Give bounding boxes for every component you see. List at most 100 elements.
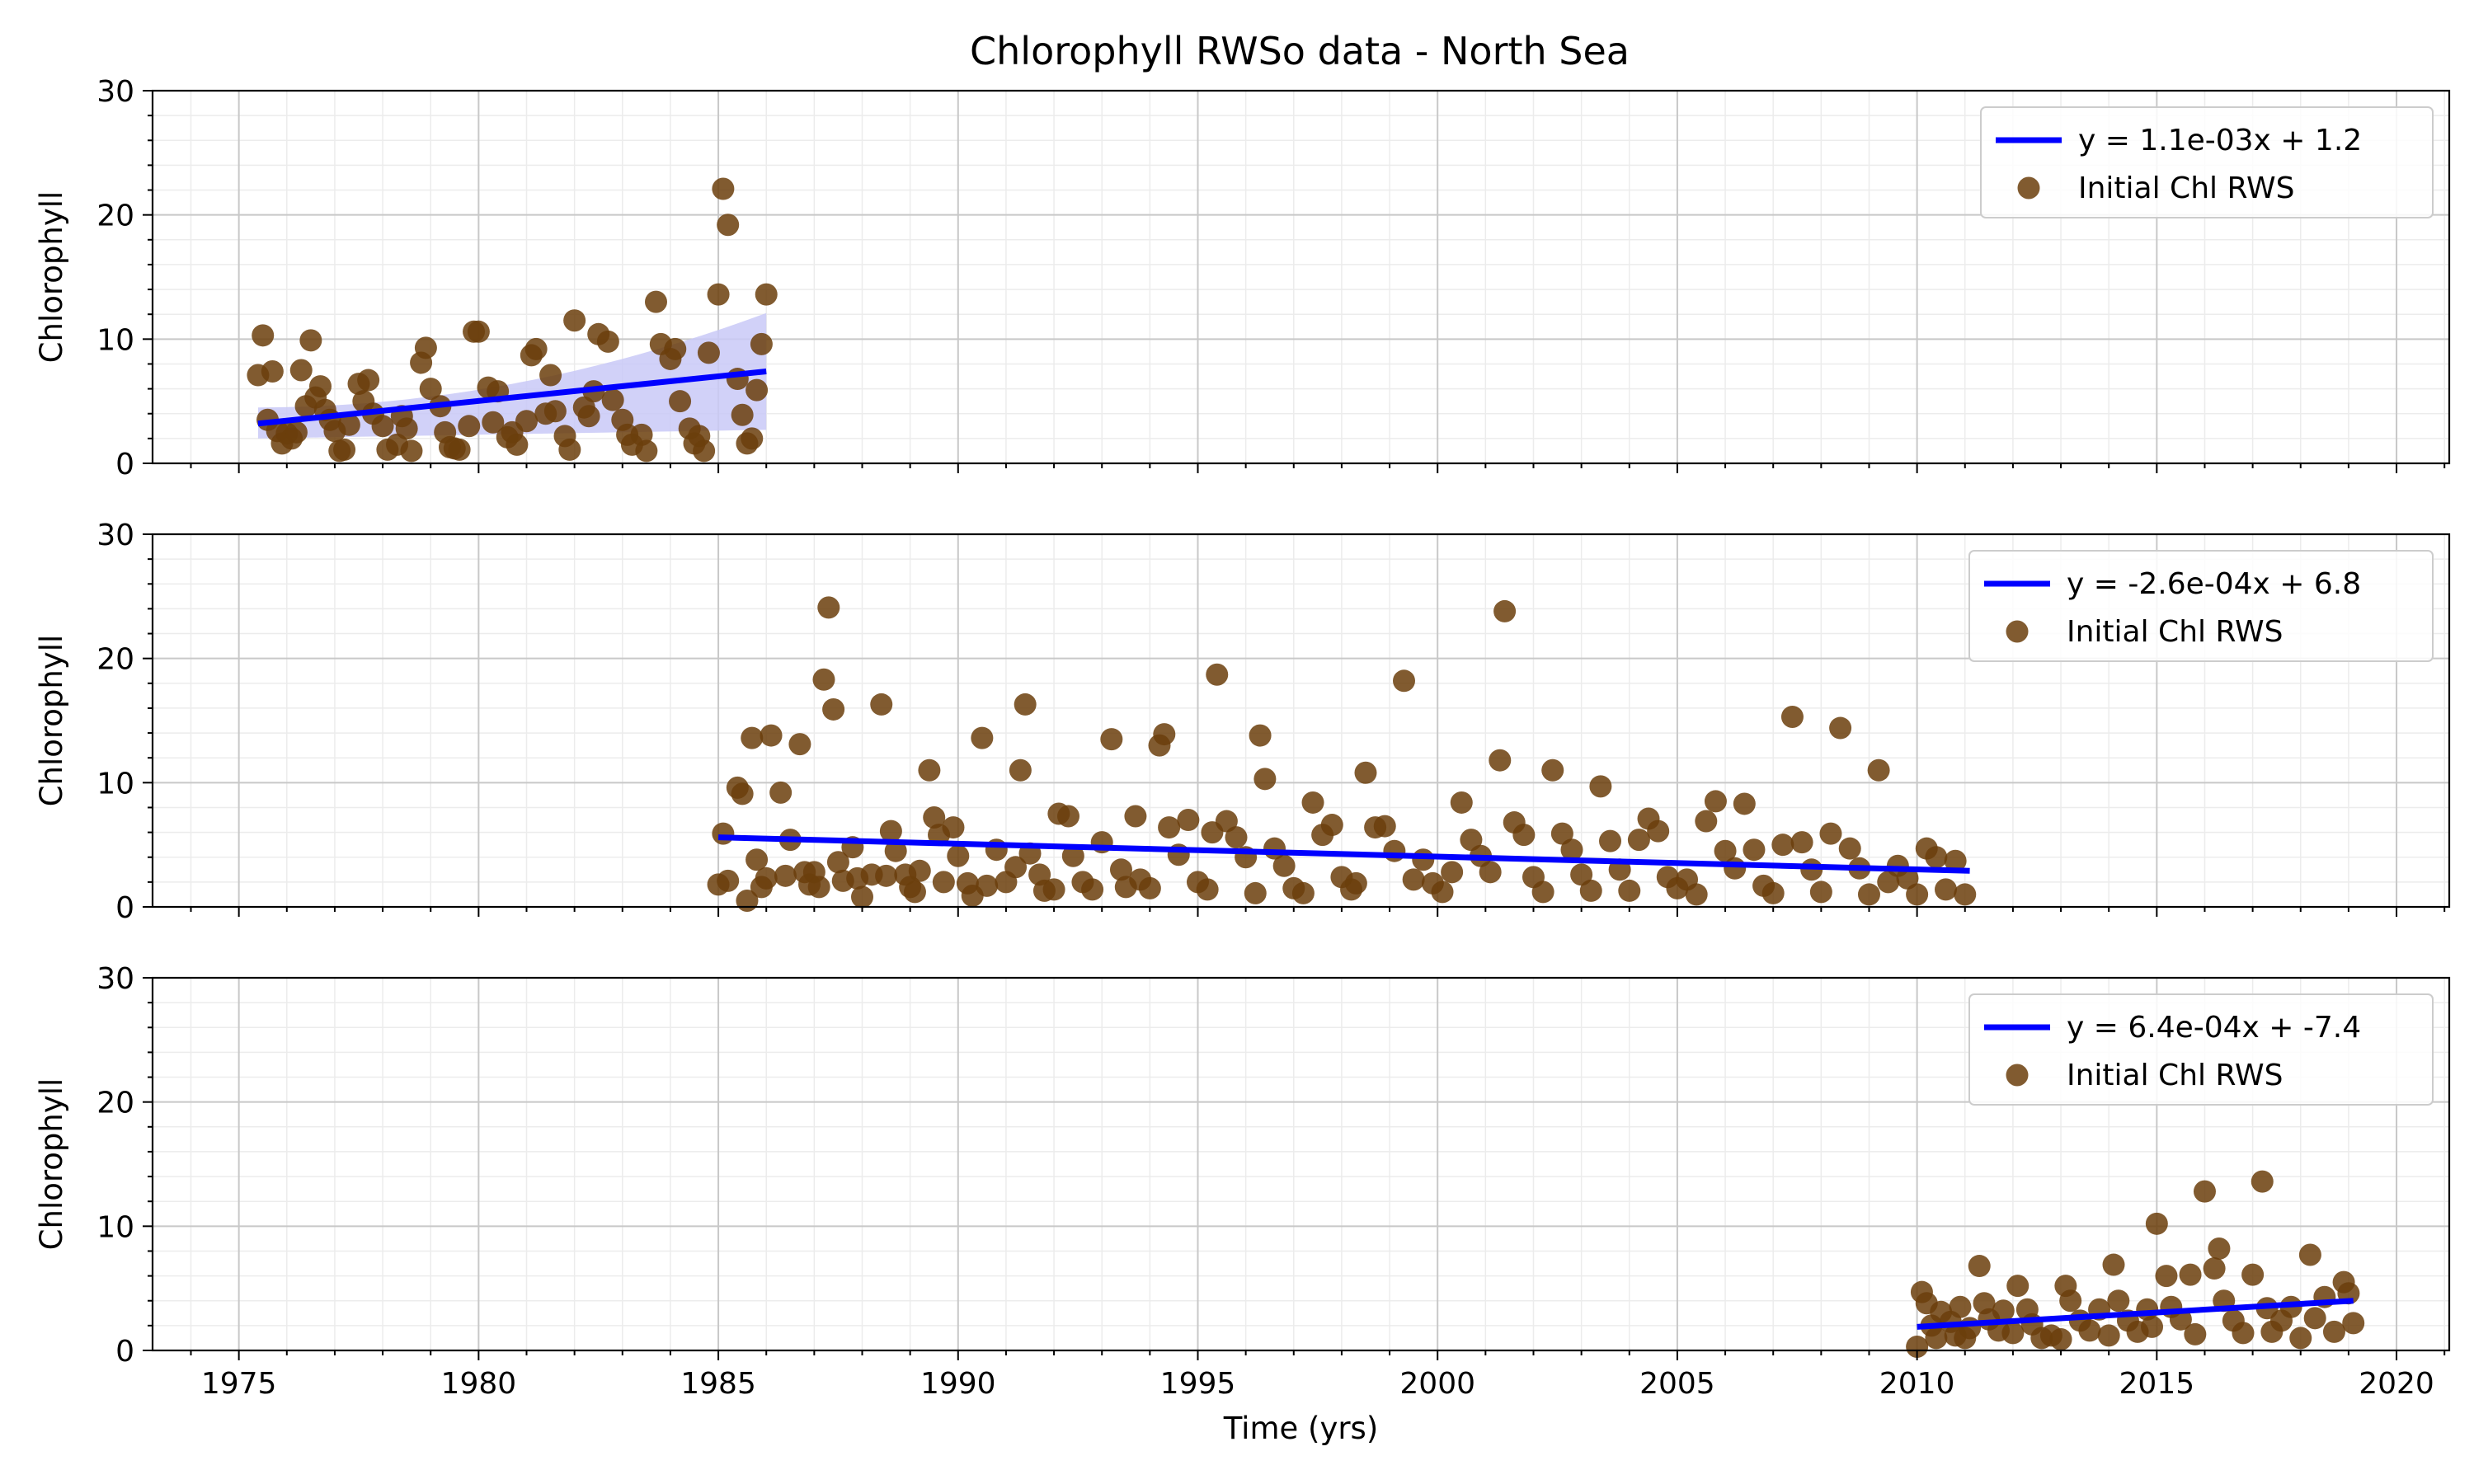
scatter-point — [1225, 826, 1248, 849]
scatter-point — [2179, 1263, 2202, 1286]
scatter-point — [1579, 879, 1602, 902]
scatter-point — [577, 405, 600, 428]
legend-box — [1968, 993, 2434, 1106]
scatter-point — [2298, 1243, 2321, 1266]
regression-line — [717, 834, 1970, 874]
scatter-point — [2241, 1263, 2265, 1286]
scatter-point — [1014, 693, 1037, 716]
scatter-point — [2289, 1327, 2312, 1350]
scatter-point — [2342, 1312, 2365, 1335]
scatter-point — [1109, 858, 1132, 881]
scatter-point — [1867, 758, 1890, 782]
scatter-point — [1599, 829, 1622, 852]
y-tick-label: 10 — [96, 1210, 134, 1244]
x-tick-label: 2020 — [2359, 1367, 2434, 1401]
scatter-point — [1460, 829, 1483, 852]
scatter-point — [1704, 790, 1727, 813]
scatter-point — [563, 309, 586, 332]
scatter-point — [2193, 1180, 2216, 1203]
scatter-point — [1761, 881, 1785, 904]
axes-frame — [151, 976, 2451, 1352]
legend: y = -2.6e-04x + 6.8 Initial Chl RWS — [1968, 550, 2434, 662]
x-tick-label: 1995 — [1160, 1367, 1236, 1401]
scatter-point — [947, 844, 970, 867]
scatter-point — [2251, 1170, 2274, 1193]
legend-line-label: y = 6.4e-04x + -7.4 — [2067, 1011, 2361, 1045]
scatter-point — [1272, 854, 1296, 877]
scatter-point — [395, 417, 418, 440]
scatter-point — [467, 320, 490, 343]
scatter-point — [1100, 728, 1123, 751]
scatter-point — [1402, 868, 1425, 891]
scatter-point — [2145, 1212, 2168, 1235]
x-axis: 1975 1980 1985 1990 1995 2000 2005 2010 2015 2020… — [190, 1350, 2446, 1446]
scatter-point — [596, 330, 619, 353]
x-axis-label: Time (yrs) — [1223, 1411, 1379, 1446]
y-tick-label: 20 — [96, 643, 134, 677]
scatter-point — [2141, 1315, 2164, 1338]
scatter-point — [923, 806, 946, 829]
scatter-point — [664, 337, 687, 360]
scatter-point — [1158, 816, 1181, 839]
scatter-point — [1393, 669, 1416, 693]
scatter-point — [1877, 871, 1900, 894]
scatter-point — [918, 758, 941, 782]
scatter-point — [261, 360, 284, 383]
scatter-point — [1431, 881, 1454, 904]
scatter-point — [543, 400, 567, 423]
scatter-point — [976, 874, 999, 897]
scatter-point — [1647, 819, 1670, 843]
legend: y = 6.4e-04x + -7.4 Initial Chl RWS — [1968, 993, 2434, 1106]
scatter-point — [1344, 871, 1367, 895]
scatter-point — [539, 364, 562, 387]
x-tick-label: 2015 — [2119, 1367, 2195, 1401]
scatter-point — [2232, 1322, 2255, 1345]
scatter-point — [419, 378, 442, 401]
scatter-point — [750, 332, 773, 355]
x-axis — [190, 463, 2446, 473]
legend-box — [1968, 550, 2434, 662]
scatter-point — [717, 214, 740, 237]
scatter-point — [333, 438, 356, 461]
scatter-point — [1627, 829, 1650, 852]
scatter-point — [506, 433, 529, 456]
scatter-point — [1733, 792, 1756, 815]
scatter-point — [2303, 1307, 2326, 1330]
scatter-point — [884, 839, 907, 862]
legend: y = 1.1e-03x + 1.2 Initial Chl RWS — [1980, 106, 2434, 218]
scatter-point — [414, 336, 437, 359]
scatter-point — [289, 359, 313, 382]
x-tick-label: 1985 — [680, 1367, 756, 1401]
scatter-point — [1383, 839, 1406, 862]
figure-title: Chlorophyll RWSo data - North Sea — [970, 29, 1630, 73]
legend-line-label: y = -2.6e-04x + 6.8 — [2067, 567, 2361, 601]
scatter-point — [515, 410, 539, 433]
scatter-point — [879, 819, 902, 843]
y-axis-label: Chlorophyll — [34, 635, 69, 807]
scatter-point — [1906, 883, 1929, 906]
scatter-point — [1944, 849, 1967, 872]
regression-line — [257, 369, 767, 427]
scatter-point — [731, 403, 754, 426]
scatter-point — [942, 816, 965, 839]
scatter-point — [1724, 857, 1747, 880]
scatter-point — [371, 415, 394, 438]
legend-scatter-swatch — [2006, 1064, 2029, 1087]
scatter-point — [1819, 822, 1842, 845]
x-tick-label: 1980 — [441, 1367, 517, 1401]
y-tick-label: 20 — [96, 200, 134, 233]
scatter-point — [1954, 883, 1977, 906]
legend-scatter-label: Initial Chl RWS — [2067, 615, 2283, 649]
x-tick-label: 2005 — [1639, 1367, 1715, 1401]
scatter-point — [1196, 878, 1219, 901]
scatter-point — [1618, 879, 1641, 902]
legend-scatter-label: Initial Chl RWS — [2078, 171, 2294, 205]
scatter-point — [1206, 663, 1229, 686]
y-tick-label: 30 — [96, 75, 134, 109]
scatter-point — [769, 781, 793, 804]
x-tick-label: 1975 — [201, 1367, 277, 1401]
scatter-point — [1925, 846, 1948, 869]
scatter-point — [1838, 837, 1861, 860]
scatter-point — [635, 439, 658, 463]
scatter-point — [1829, 716, 1852, 740]
